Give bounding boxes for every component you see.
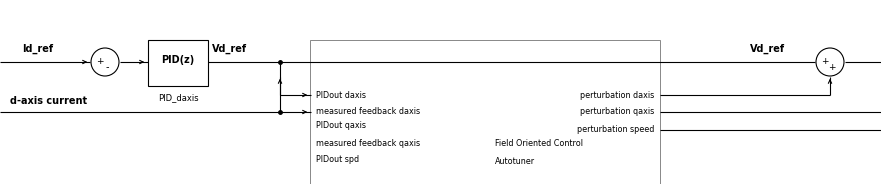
FancyBboxPatch shape xyxy=(310,40,660,184)
Text: +: + xyxy=(828,63,836,72)
FancyBboxPatch shape xyxy=(148,40,208,86)
Text: PID(z): PID(z) xyxy=(161,55,195,65)
Text: measured feedback qaxis: measured feedback qaxis xyxy=(316,139,420,148)
Text: Field Oriented Control: Field Oriented Control xyxy=(495,139,583,148)
Text: PID_daxis: PID_daxis xyxy=(158,93,198,102)
Text: -: - xyxy=(105,62,108,72)
Text: measured feedback daxis: measured feedback daxis xyxy=(316,107,420,116)
Text: perturbation qaxis: perturbation qaxis xyxy=(580,107,654,116)
Text: perturbation daxis: perturbation daxis xyxy=(580,91,654,100)
Text: +: + xyxy=(96,56,104,66)
Text: perturbation speed: perturbation speed xyxy=(577,125,654,135)
Text: PIDout spd: PIDout spd xyxy=(316,155,359,164)
Text: Autotuner: Autotuner xyxy=(495,158,535,167)
Text: Id_ref: Id_ref xyxy=(22,44,54,54)
Text: d-axis current: d-axis current xyxy=(10,96,87,106)
Text: PIDout daxis: PIDout daxis xyxy=(316,91,366,100)
Text: Vd_ref: Vd_ref xyxy=(750,44,785,54)
Text: PIDout qaxis: PIDout qaxis xyxy=(316,121,366,130)
Text: +: + xyxy=(821,56,829,66)
Text: Vd_ref: Vd_ref xyxy=(212,44,248,54)
